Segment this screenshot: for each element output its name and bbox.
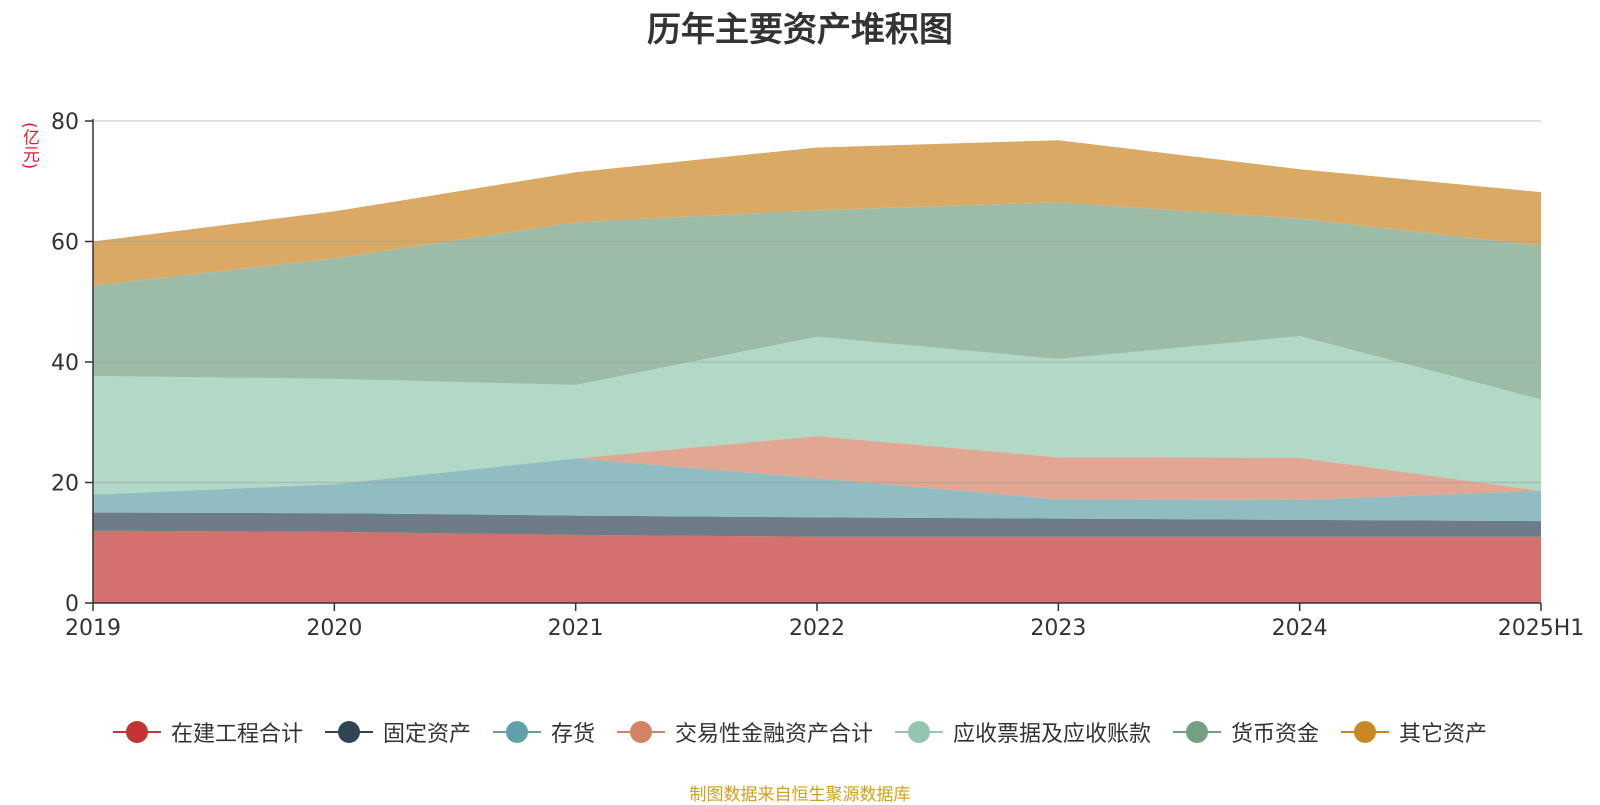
legend-label: 应收票据及应收账款 <box>953 722 1152 747</box>
x-tick-label-3: 2022 <box>789 616 845 641</box>
area-series-2 <box>93 458 1541 522</box>
x-tick-label-0: 2019 <box>65 616 121 641</box>
legend-label: 存货 <box>550 722 595 747</box>
legend-label: 货币资金 <box>1231 722 1320 747</box>
area-series-0 <box>93 530 1541 603</box>
legend-marker-dot <box>337 721 360 743</box>
area-series-5 <box>93 202 1541 400</box>
legend-marker-icon <box>1173 720 1222 744</box>
legend-marker-icon <box>1341 720 1390 744</box>
legend-item-0[interactable]: 在建工程合计 <box>112 716 303 748</box>
legend-marker-dot <box>505 721 528 743</box>
y-tick-label-3: 60 <box>51 231 79 256</box>
y-tick-label-0: 0 <box>65 592 79 617</box>
legend-marker-icon <box>112 720 161 744</box>
x-tick-label-1: 2020 <box>306 616 362 641</box>
legend-marker-icon <box>895 720 943 744</box>
areas-layer <box>93 140 1541 603</box>
legend-marker-dot <box>125 721 148 743</box>
area-series-1 <box>93 512 1541 537</box>
legend-marker-dot <box>1186 721 1209 743</box>
legend-label: 固定资产 <box>382 722 471 747</box>
legend-item-4[interactable]: 应收票据及应收账款 <box>895 716 1151 748</box>
stacked-area-chart: 0 20 40 60 80 2019 2020 2021 2022 2023 2024 2025H1 <box>51 110 1584 641</box>
area-series-3 <box>93 436 1541 500</box>
area-series-4 <box>93 336 1541 495</box>
y-tick-label-2: 40 <box>51 351 79 376</box>
legend-marker-icon <box>492 720 541 744</box>
legend-marker-dot <box>629 721 652 743</box>
axis-layer: 0 20 40 60 80 2019 2020 2021 2022 2023 2024 2025H1 <box>51 110 1584 641</box>
x-tick-label-2: 2021 <box>548 616 604 641</box>
legend-marker-dot <box>908 721 930 743</box>
legend-marker-icon <box>616 720 665 744</box>
legend-item-3[interactable]: 交易性金融资产合计 <box>616 716 873 748</box>
legend-label: 交易性金融资产合计 <box>674 722 873 747</box>
legend: 在建工程合计 固定资产 存货 交易性金融资产合计 应收票据及应收账款 货币资金 其它资产 <box>0 716 1600 748</box>
x-tick-label-5: 2024 <box>1272 616 1328 641</box>
legend-label: 在建工程合计 <box>170 722 303 747</box>
x-tick-label-6: 2025H1 <box>1498 616 1585 641</box>
x-tick-label-4: 2023 <box>1030 616 1086 641</box>
legend-item-2[interactable]: 存货 <box>492 716 595 748</box>
legend-marker-dot <box>1354 721 1377 743</box>
chart-title: 历年主要资产堆积图 <box>647 10 953 50</box>
grid-layer <box>93 120 1541 484</box>
legend-item-6[interactable]: 其它资产 <box>1341 716 1487 748</box>
y-tick-label-4: 80 <box>51 110 79 135</box>
legend-label: 其它资产 <box>1399 722 1488 747</box>
area-series-6 <box>93 140 1541 286</box>
legend-item-1[interactable]: 固定资产 <box>324 716 471 748</box>
source-note: 制图数据来自恒生聚源数据库 <box>689 785 911 805</box>
y-axis-unit-label: (亿元) <box>19 122 39 170</box>
legend-marker-icon <box>324 720 373 744</box>
y-tick-label-1: 20 <box>51 472 79 497</box>
legend-item-5[interactable]: 货币资金 <box>1173 716 1319 748</box>
